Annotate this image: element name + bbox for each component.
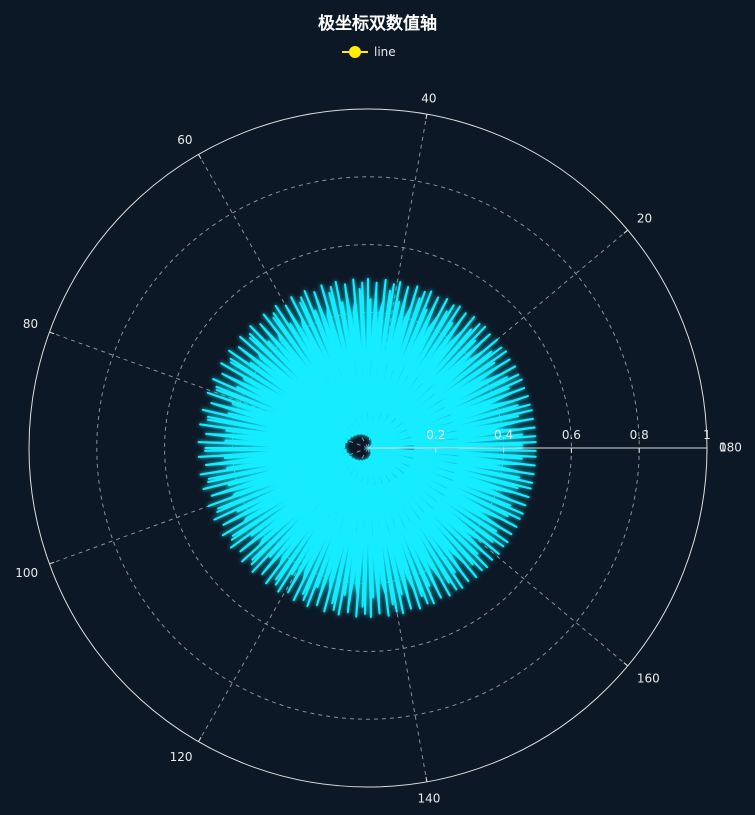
angle-tick-label-0: 0 — [719, 441, 727, 455]
radius-tick-label-4: 1 — [703, 428, 711, 442]
angle-tick-7 — [425, 776, 428, 782]
angle-tick-label-3: 60 — [177, 133, 192, 147]
axis-labels: 0 20 40 60 80 100 120 140 160 180 0.2 0.4 0.6 0.8 1 — [15, 91, 742, 805]
angle-tick-1 — [623, 229, 629, 234]
angle-tick-2 — [425, 114, 428, 120]
legend-marker-dot — [349, 46, 361, 58]
legend-label-line: line — [374, 45, 396, 59]
radius-tick-label-0: 0.2 — [426, 428, 445, 442]
angle-tick-5 — [49, 561, 55, 565]
polar-axes — [28, 108, 708, 788]
angle-tick-label-1: 20 — [637, 211, 652, 225]
chart-title: 极坐标双数值轴 — [318, 14, 437, 34]
legend[interactable]: line — [342, 44, 396, 60]
angle-tick-8 — [623, 662, 629, 667]
radius-tick-label-3: 0.8 — [630, 428, 649, 442]
angle-tick-label-7: 140 — [417, 791, 440, 805]
angle-tick-label-6: 120 — [170, 750, 193, 764]
radius-tick-label-1: 0.4 — [494, 428, 513, 442]
angle-tick-label-5: 100 — [15, 566, 38, 580]
legend-marker-icon — [342, 45, 368, 59]
angle-tick-3 — [198, 154, 202, 159]
angle-tick-6 — [198, 737, 202, 742]
radius-tick-label-2: 0.6 — [562, 428, 581, 442]
angle-tick-label-2: 40 — [421, 91, 436, 105]
angle-tick-label-9: 180 — [719, 441, 742, 455]
angle-tick-label-4: 80 — [23, 317, 38, 331]
angle-tick-label-8: 160 — [637, 671, 660, 685]
angle-tick-4 — [49, 331, 55, 335]
